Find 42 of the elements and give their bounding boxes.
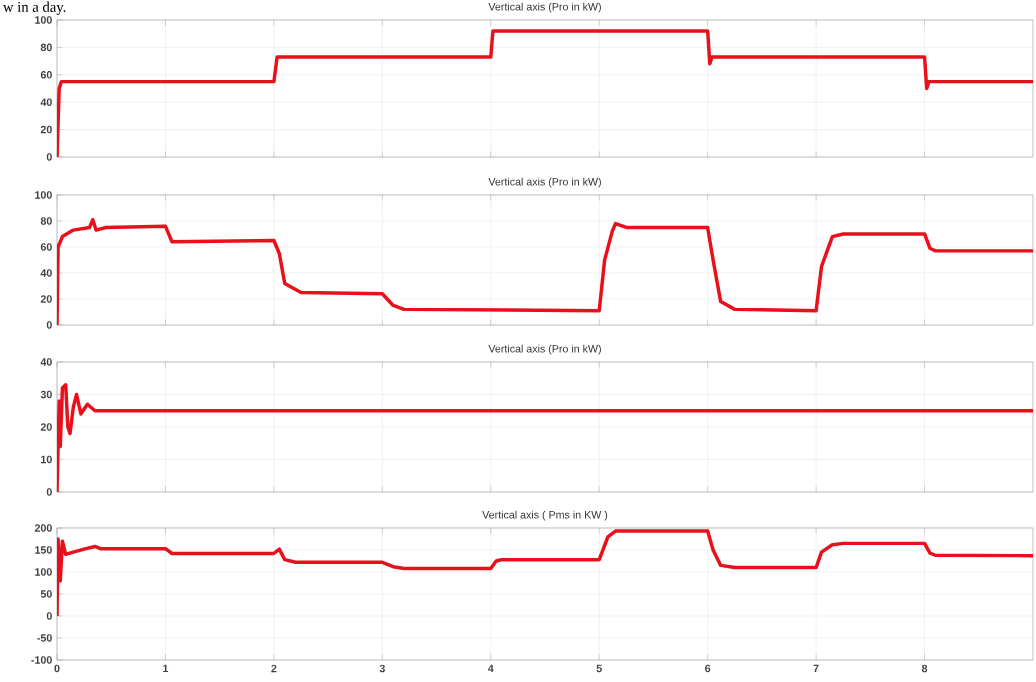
x-tick-label: 0 [54, 664, 60, 673]
y-tick-label: 20 [40, 295, 52, 303]
y-tick-label: 60 [40, 71, 52, 79]
x-tick-label: 2 [271, 664, 277, 673]
x-tick-label: 6 [705, 664, 711, 673]
y-tick-label: 10 [41, 455, 52, 464]
x-tick-label: 3 [379, 664, 385, 673]
line-series [57, 217, 1033, 325]
y-tick-label: 30 [40, 390, 52, 399]
y-tick-label: -50 [37, 634, 52, 642]
chart-title: Vertical axis (Pro in kW) [488, 344, 601, 355]
y-tick-label: 80 [40, 43, 52, 52]
y-tick-label: 60 [40, 243, 52, 251]
y-tick-label: 100 [35, 568, 52, 576]
y-tick-label: 100 [35, 191, 52, 199]
y-tick-label: 200 [34, 524, 52, 532]
y-tick-label: 40 [40, 358, 52, 366]
chart-title: Vertical axis (Pro in kW) [488, 2, 601, 13]
y-tick-label: 0 [46, 153, 52, 161]
y-tick-label: 20 [40, 423, 52, 431]
y-tick-label: 50 [40, 590, 52, 598]
x-tick-label: 5 [596, 664, 602, 673]
y-tick-label: -100 [31, 656, 52, 664]
y-tick-label: 40 [40, 98, 52, 106]
x-tick-label: 1 [163, 664, 169, 673]
text: w in a day. [2, 1, 66, 15]
x-tick-label: 8 [921, 664, 928, 673]
y-tick-label: 100 [35, 16, 52, 24]
chart-title: Vertical axis ( Pms in KW ) [482, 510, 608, 521]
line-series [57, 529, 1033, 618]
y-tick-label: 40 [40, 269, 52, 277]
y-tick-label: 0 [46, 321, 52, 329]
y-tick-label: 80 [40, 217, 52, 225]
y-tick-label: 0 [46, 612, 52, 620]
y-tick-label: 150 [35, 546, 52, 554]
y-tick-label: 0 [46, 488, 52, 496]
line-series [57, 383, 1033, 492]
x-tick-label: 4 [487, 664, 494, 673]
line-series [57, 29, 1033, 157]
x-tick-label: 7 [813, 664, 819, 673]
y-tick-label: 20 [40, 125, 52, 134]
chart-title: Vertical axis (Pro in kW) [488, 177, 601, 188]
